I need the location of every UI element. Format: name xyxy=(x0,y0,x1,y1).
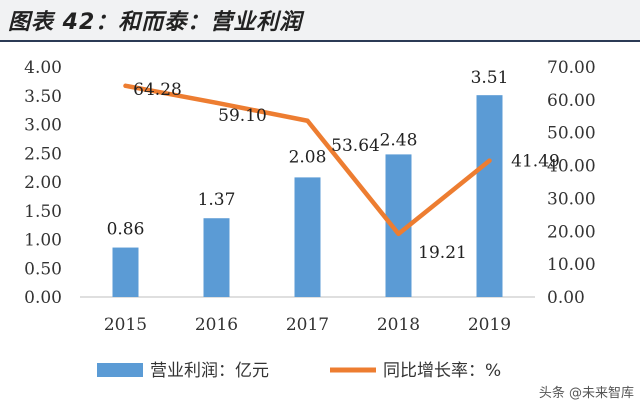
bar xyxy=(294,177,321,297)
growth-point xyxy=(305,118,310,123)
y-right-tick-label: 60.00 xyxy=(547,91,596,111)
y-right-tick-label: 70.00 xyxy=(547,58,596,78)
bar-data-label: 3.51 xyxy=(471,68,509,88)
x-tick-label: 2016 xyxy=(195,315,238,335)
legend-label-line: 同比增长率：% xyxy=(383,361,501,381)
x-tick-label: 2018 xyxy=(377,315,420,335)
x-tick-label: 2015 xyxy=(104,315,147,335)
chart-title: 图表 42：和而泰：营业利润 xyxy=(8,10,303,35)
bar xyxy=(476,95,503,297)
watermark: 头条 @未来智库 xyxy=(538,386,634,401)
bar-data-label: 0.86 xyxy=(107,220,145,240)
bar-data-label: 2.48 xyxy=(380,130,418,150)
line-data-label: 19.21 xyxy=(418,243,467,263)
bar xyxy=(203,218,230,297)
y-right-tick-label: 10.00 xyxy=(547,255,596,275)
y-left-tick-label: 3.50 xyxy=(24,87,62,107)
y-right-tick-label: 30.00 xyxy=(547,189,596,209)
y-left-tick-label: 3.00 xyxy=(24,116,62,136)
y-left-tick-label: 0.50 xyxy=(24,259,62,279)
bar xyxy=(112,247,139,297)
y-left-tick-label: 0.00 xyxy=(24,288,62,308)
line-data-label: 53.64 xyxy=(331,136,380,156)
legend-swatch-bar xyxy=(97,363,143,377)
legend-label-bar: 营业利润：亿元 xyxy=(150,361,269,381)
y-right-tick-label: 40.00 xyxy=(547,157,596,177)
line-data-label: 64.28 xyxy=(133,80,182,100)
y-right-tick-label: 20.00 xyxy=(547,222,596,242)
growth-point xyxy=(214,100,219,105)
y-left-tick-label: 2.50 xyxy=(24,144,62,164)
bar-data-label: 1.37 xyxy=(198,190,236,210)
chart-header: 图表 42：和而泰：营业利润 xyxy=(0,0,640,42)
line-data-label: 41.49 xyxy=(511,152,560,172)
y-left-tick-label: 1.00 xyxy=(24,231,62,251)
line-data-label: 59.10 xyxy=(218,106,267,126)
y-left-tick-label: 4.00 xyxy=(24,58,62,78)
x-tick-label: 2017 xyxy=(286,315,329,335)
y-right-tick-label: 50.00 xyxy=(547,124,596,144)
y-left-tick-label: 1.50 xyxy=(24,202,62,222)
chart-area: 0.00 0.50 1.00 1.50 2.00 2.50 3.00 3.50 4.00 0.00… xyxy=(24,58,596,381)
growth-point xyxy=(123,83,128,88)
bar-data-label: 2.08 xyxy=(289,147,327,167)
growth-point xyxy=(396,231,401,236)
growth-point xyxy=(487,158,492,163)
y-left-tick-label: 2.00 xyxy=(24,173,62,193)
y-right-tick-label: 0.00 xyxy=(547,288,585,308)
x-tick-label: 2019 xyxy=(468,315,511,335)
